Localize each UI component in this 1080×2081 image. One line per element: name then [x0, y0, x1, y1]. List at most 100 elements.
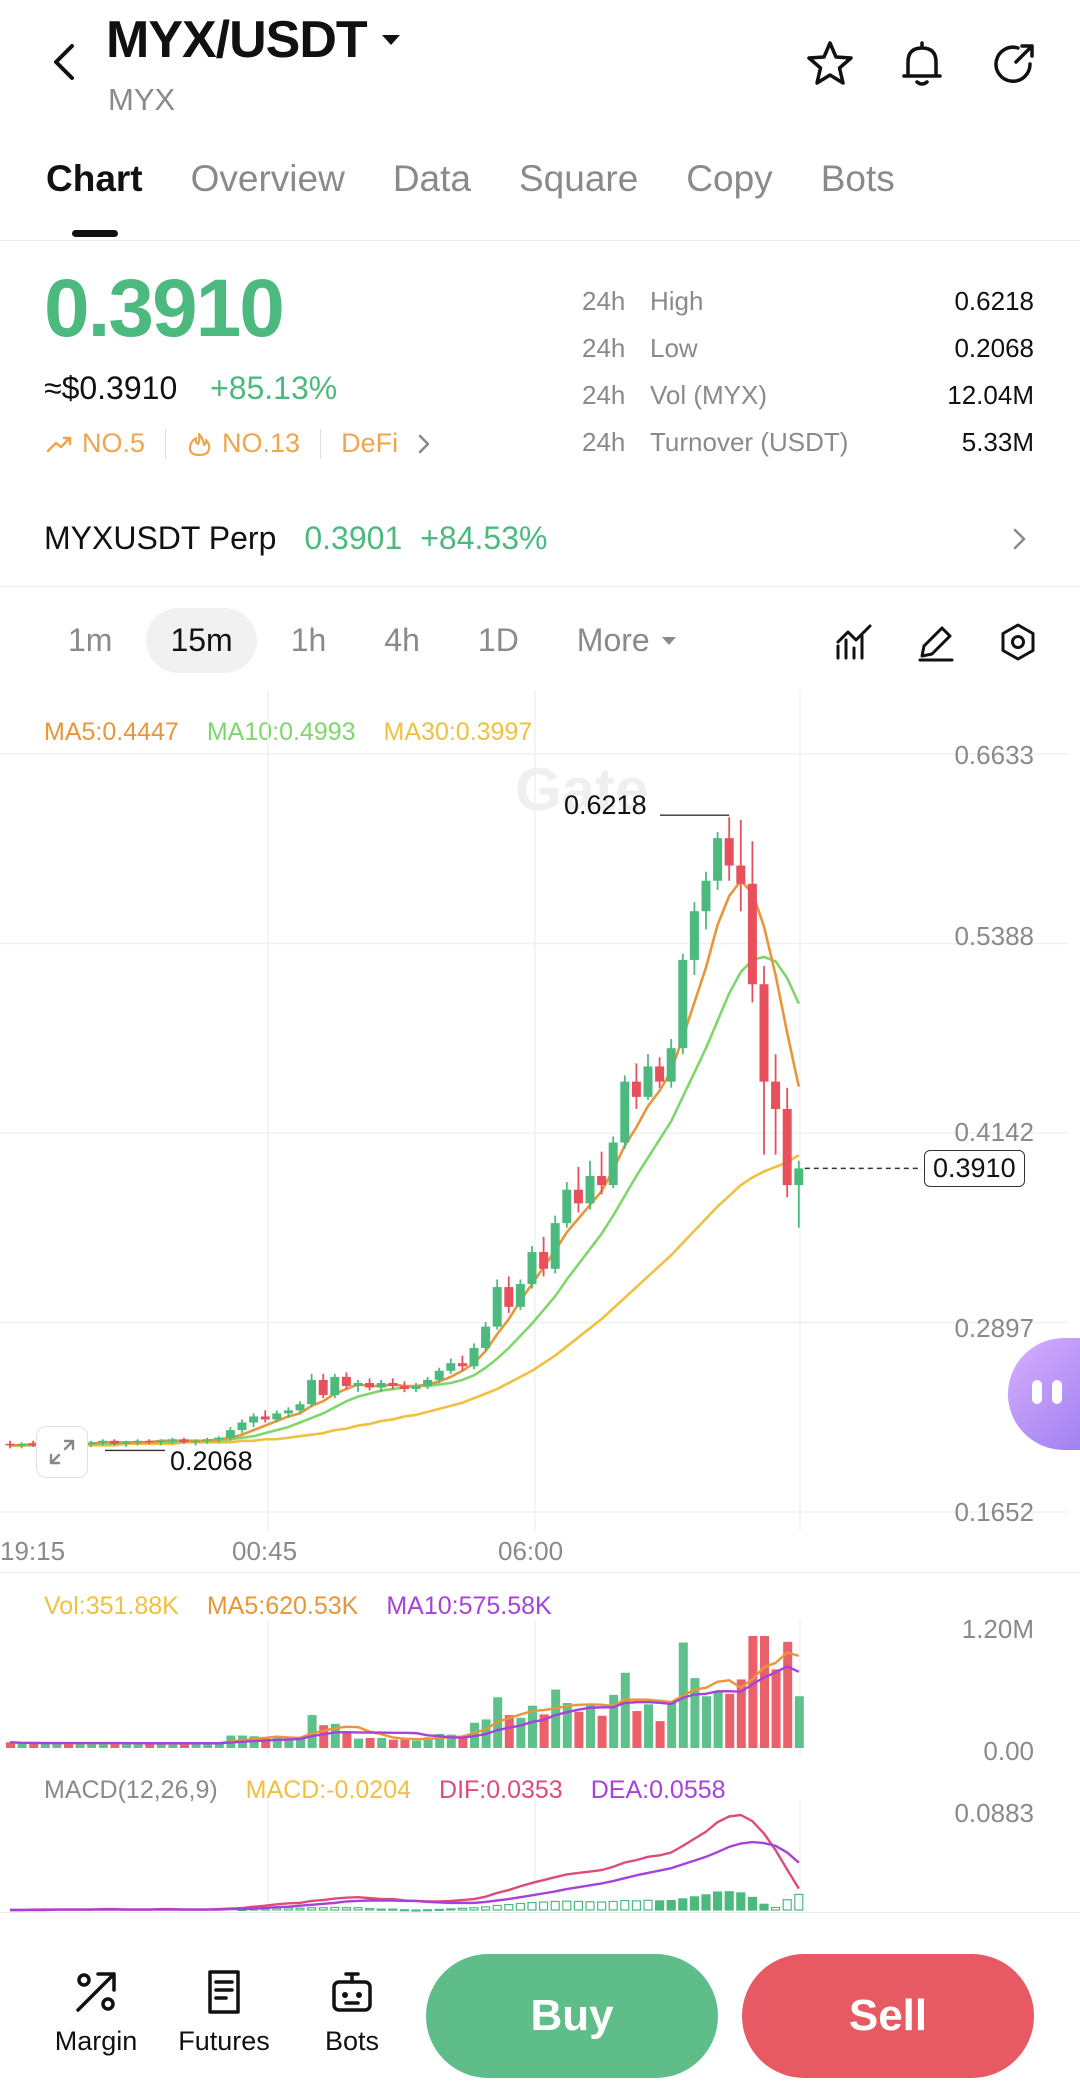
candle-body — [550, 1223, 560, 1269]
interval-1m[interactable]: 1m — [68, 622, 113, 658]
candle-body — [481, 1326, 491, 1348]
tab-bots[interactable]: Bots — [820, 158, 895, 199]
candle-body — [365, 1382, 375, 1388]
macd-histogram-bar — [794, 1893, 804, 1911]
y-tick-label: 0.4142 — [954, 1117, 1034, 1147]
sell-button[interactable]: Sell — [742, 1954, 1034, 2078]
macd-histogram-bar — [573, 1900, 584, 1911]
candle-body — [701, 880, 711, 912]
bell-icon[interactable] — [896, 38, 948, 90]
volume-bar — [272, 1737, 282, 1748]
nav-margin[interactable]: Margin — [36, 1968, 156, 2057]
candle-body — [17, 1443, 27, 1446]
volume-bar — [284, 1739, 294, 1748]
chevron-right-icon[interactable] — [1006, 526, 1032, 552]
candle-body — [202, 1439, 212, 1441]
candle-body — [5, 1443, 15, 1446]
candle-body — [318, 1379, 328, 1396]
nav-bots[interactable]: Bots — [292, 1968, 412, 2057]
trending-icon — [46, 436, 72, 452]
divider — [0, 586, 1080, 587]
category-tag[interactable]: DeFi — [341, 428, 399, 458]
stat-volume: 24h Vol (MYX) 12.04M — [582, 380, 1034, 410]
back-icon[interactable] — [40, 38, 88, 86]
interval-more[interactable]: More — [553, 608, 702, 673]
tab-copy[interactable]: Copy — [686, 158, 773, 199]
macd-histogram-bar — [701, 1894, 711, 1911]
candle-body — [585, 1175, 595, 1204]
candle-body — [295, 1404, 305, 1411]
usd-price: ≈$0.3910 — [44, 370, 178, 406]
volume-bar — [528, 1705, 537, 1748]
stats-24h: 24h High 0.6218 24h Low 0.2068 24h Vol (… — [582, 278, 1034, 466]
candle-body — [573, 1189, 583, 1204]
candle-body — [631, 1081, 641, 1097]
pair-selector[interactable]: MYX/USDT — [106, 10, 403, 70]
volume-bar — [412, 1740, 421, 1748]
dea-value: DEA:0.0558 — [590, 1776, 726, 1804]
volume-bar — [435, 1733, 445, 1748]
volume-bar — [98, 1743, 108, 1748]
volume-bar — [667, 1700, 677, 1748]
rank-tag[interactable]: NO.5 — [82, 428, 146, 458]
volume-bar — [609, 1694, 619, 1748]
candle-body — [643, 1066, 653, 1097]
interval-15m[interactable]: 15m — [146, 608, 257, 673]
macd-histogram-bar — [608, 1900, 618, 1911]
dea-line — [10, 1840, 800, 1912]
volume-bar — [261, 1738, 271, 1748]
tab-square[interactable]: Square — [518, 158, 639, 199]
draw-icon[interactable] — [916, 622, 956, 662]
tab-chart[interactable]: Chart — [46, 158, 143, 199]
tab-data[interactable]: Data — [392, 158, 471, 199]
macd-histogram-bar — [736, 1892, 746, 1911]
price-change: +85.13% — [210, 370, 338, 406]
nav-futures[interactable]: Futures — [164, 1968, 284, 2057]
macd-value: MACD:-0.0204 — [245, 1776, 412, 1804]
volume-bar — [597, 1715, 607, 1748]
candle-body — [782, 1109, 792, 1186]
interval-4h[interactable]: 4h — [384, 622, 420, 658]
volume-bar — [771, 1669, 781, 1748]
volume-bar — [354, 1738, 363, 1748]
volume-bar — [342, 1732, 352, 1748]
macd-histogram-bar — [492, 1904, 502, 1911]
fullscreen-button[interactable] — [36, 1426, 88, 1478]
high-price-label: 0.6218 — [564, 790, 647, 820]
interval-1d[interactable]: 1D — [477, 622, 519, 658]
buy-button[interactable]: Buy — [426, 1954, 718, 2078]
volume-bar — [423, 1737, 433, 1748]
indicators-icon[interactable] — [834, 622, 874, 662]
volume-bar — [516, 1717, 526, 1748]
candle-body — [121, 1442, 131, 1444]
macd-histogram-bar — [376, 1908, 386, 1911]
y-tick-label: 0.2897 — [954, 1313, 1034, 1343]
interval-1h[interactable]: 1h — [290, 622, 327, 658]
tab-overview[interactable]: Overview — [190, 158, 345, 199]
macd-histogram-bar — [318, 1907, 328, 1911]
candle-body — [411, 1385, 421, 1390]
volume-bar — [632, 1711, 642, 1748]
macd-histogram-bar — [423, 1909, 433, 1912]
candle-body — [28, 1443, 38, 1446]
candlestick-chart[interactable]: Gate — [0, 690, 1080, 1570]
settings-icon[interactable] — [998, 622, 1038, 662]
star-icon[interactable] — [804, 38, 856, 90]
macd-histogram-bar — [666, 1899, 676, 1911]
volume-bar — [713, 1690, 723, 1748]
macd-y-tick: 0.0883 — [954, 1798, 1034, 1828]
candle-body — [794, 1168, 804, 1186]
candle-body — [179, 1439, 189, 1443]
last-price: 0.3910 — [44, 263, 285, 354]
share-icon[interactable] — [988, 38, 1040, 90]
candle-body — [260, 1416, 270, 1420]
hot-tag[interactable]: NO.13 — [222, 428, 301, 458]
perp-row[interactable]: MYXUSDT Perp 0.3901 +84.53% — [44, 520, 547, 557]
volume-bar — [17, 1743, 27, 1748]
macd-histogram-bar — [782, 1899, 792, 1911]
margin-icon — [76, 1972, 116, 2012]
ma5-value: MA5:0.4447 — [44, 718, 179, 746]
macd-histogram-bar — [759, 1903, 769, 1911]
volume-bar — [400, 1739, 410, 1748]
candle-body — [457, 1363, 467, 1367]
